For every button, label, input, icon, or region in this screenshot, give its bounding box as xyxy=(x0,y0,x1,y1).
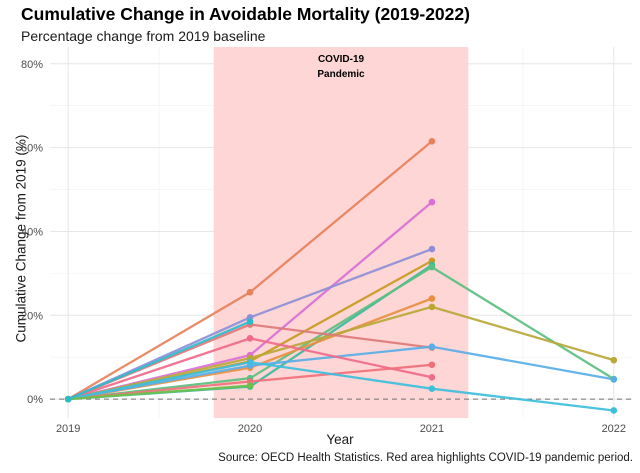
series-point-13 xyxy=(428,385,436,392)
pandemic-annotation-line: COVID-19 xyxy=(318,54,365,65)
series-point-2 xyxy=(428,198,436,206)
series-point-15 xyxy=(246,318,254,325)
y-tick-label: 60% xyxy=(21,143,43,155)
series-line-8 xyxy=(67,305,615,401)
series-line-10 xyxy=(67,345,615,401)
y-tick-label: 0% xyxy=(27,394,43,406)
series-point-13 xyxy=(246,358,254,366)
x-tick-label: 2020 xyxy=(238,423,262,435)
x-tick-label: 2021 xyxy=(420,423,444,435)
series-point-13 xyxy=(610,407,618,414)
series-point-14 xyxy=(246,382,254,390)
series-point-1 xyxy=(246,288,254,296)
series-point-15 xyxy=(64,395,72,403)
y-tick-label: 40% xyxy=(21,226,43,238)
series-point-8 xyxy=(610,356,618,364)
series-point-10 xyxy=(428,343,436,351)
series-point-6 xyxy=(428,263,436,271)
y-tick-label: 80% xyxy=(21,59,43,71)
chart-title: Cumulative Change in Avoidable Mortality… xyxy=(21,4,470,24)
chart-subtitle: Percentage change from 2019 baseline xyxy=(21,28,266,44)
series-point-11 xyxy=(246,335,254,342)
series-point-11 xyxy=(428,374,436,381)
series-line-15 xyxy=(67,320,251,401)
x-tick-label: 2022 xyxy=(602,423,626,435)
series-point-1 xyxy=(428,138,436,145)
series-line-6 xyxy=(68,265,615,401)
series-point-10 xyxy=(610,376,618,383)
x-axis-label: Year xyxy=(326,432,354,447)
series-line-13 xyxy=(67,361,614,412)
x-tick-label: 2019 xyxy=(56,423,80,435)
series-point-3 xyxy=(428,245,436,253)
series-point-7 xyxy=(428,295,436,302)
chart-caption: Source: OECD Health Statistics. Red area… xyxy=(218,452,633,464)
series-point-12 xyxy=(428,361,436,369)
pandemic-annotation-line: Pandemic xyxy=(317,69,365,80)
series-line-14 xyxy=(68,384,251,401)
series-point-8 xyxy=(428,303,436,311)
y-tick-label: 20% xyxy=(21,310,43,322)
